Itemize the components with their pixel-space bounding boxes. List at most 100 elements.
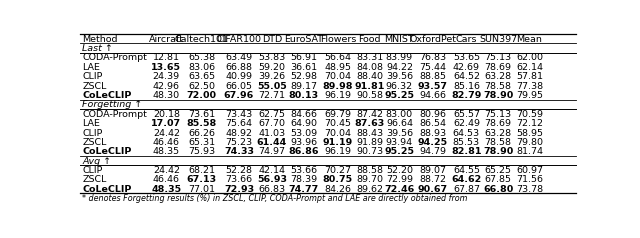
Text: 75.13: 75.13 <box>484 54 512 62</box>
Text: 46.46: 46.46 <box>153 175 180 184</box>
Text: 88.40: 88.40 <box>356 72 383 81</box>
Text: 79.80: 79.80 <box>516 138 543 147</box>
Text: 48.92: 48.92 <box>225 129 252 138</box>
Text: 60.97: 60.97 <box>516 166 543 175</box>
Text: 70.27: 70.27 <box>324 166 351 175</box>
Text: 20.18: 20.18 <box>153 110 180 119</box>
Text: 65.38: 65.38 <box>188 54 215 62</box>
Text: 91.89: 91.89 <box>356 138 383 147</box>
Text: 64.62: 64.62 <box>451 175 481 184</box>
Text: 75.93: 75.93 <box>188 147 215 156</box>
Text: 90.58: 90.58 <box>356 91 383 100</box>
Text: DTD: DTD <box>262 35 282 44</box>
Text: 88.43: 88.43 <box>356 129 383 138</box>
Text: 42.96: 42.96 <box>153 82 180 91</box>
Text: 78.69: 78.69 <box>484 63 511 72</box>
Text: 67.96: 67.96 <box>224 91 254 100</box>
Text: 72.00: 72.00 <box>187 91 217 100</box>
Text: Method: Method <box>83 35 118 44</box>
Text: 67.70: 67.70 <box>259 119 285 128</box>
Text: 52.98: 52.98 <box>290 72 317 81</box>
Text: CLIP: CLIP <box>83 72 103 81</box>
Text: 48.35: 48.35 <box>151 185 181 194</box>
Text: 88.58: 88.58 <box>356 166 383 175</box>
Text: 75.23: 75.23 <box>225 138 253 147</box>
Text: 53.65: 53.65 <box>453 54 480 62</box>
Text: 88.93: 88.93 <box>419 129 447 138</box>
Text: 67.13: 67.13 <box>187 175 217 184</box>
Text: 84.26: 84.26 <box>324 185 351 194</box>
Text: 46.46: 46.46 <box>153 138 180 147</box>
Text: 67.87: 67.87 <box>453 185 480 194</box>
Text: 68.21: 68.21 <box>188 166 215 175</box>
Text: SUN397: SUN397 <box>479 35 517 44</box>
Text: 59.20: 59.20 <box>259 63 285 72</box>
Text: 40.99: 40.99 <box>225 72 252 81</box>
Text: 63.28: 63.28 <box>484 72 512 81</box>
Text: CoLeCLIP: CoLeCLIP <box>83 147 132 156</box>
Text: 93.57: 93.57 <box>418 82 448 91</box>
Text: 87.63: 87.63 <box>355 119 385 128</box>
Text: 53.09: 53.09 <box>290 129 317 138</box>
Text: 78.39: 78.39 <box>290 175 317 184</box>
Text: 84.08: 84.08 <box>356 63 383 72</box>
Text: 96.19: 96.19 <box>324 91 351 100</box>
Text: 12.81: 12.81 <box>153 54 180 62</box>
Text: 39.26: 39.26 <box>259 72 285 81</box>
Text: 91.19: 91.19 <box>323 138 353 147</box>
Text: Flowers: Flowers <box>320 35 356 44</box>
Text: 96.32: 96.32 <box>386 82 413 91</box>
Text: 48.35: 48.35 <box>153 147 180 156</box>
Text: 24.42: 24.42 <box>153 129 180 138</box>
Text: 89.70: 89.70 <box>356 175 383 184</box>
Text: 93.94: 93.94 <box>386 138 413 147</box>
Text: 36.61: 36.61 <box>290 63 317 72</box>
Text: 80.13: 80.13 <box>289 91 319 100</box>
Text: 89.07: 89.07 <box>419 166 447 175</box>
Text: 89.98: 89.98 <box>323 82 353 91</box>
Text: 85.53: 85.53 <box>453 138 480 147</box>
Text: 74.33: 74.33 <box>224 147 254 156</box>
Text: 63.65: 63.65 <box>188 72 215 81</box>
Text: 65.31: 65.31 <box>188 138 215 147</box>
Text: 77.38: 77.38 <box>516 82 543 91</box>
Text: 66.05: 66.05 <box>225 82 252 91</box>
Text: 87.42: 87.42 <box>356 110 383 119</box>
Text: 79.95: 79.95 <box>516 91 543 100</box>
Text: 74.77: 74.77 <box>289 185 319 194</box>
Text: 88.72: 88.72 <box>419 175 447 184</box>
Text: OxfordPet: OxfordPet <box>410 35 456 44</box>
Text: 65.57: 65.57 <box>453 110 480 119</box>
Text: 96.64: 96.64 <box>386 119 413 128</box>
Text: 69.79: 69.79 <box>324 110 351 119</box>
Text: ZSCL: ZSCL <box>83 82 107 91</box>
Text: 94.79: 94.79 <box>419 147 447 156</box>
Text: Forgetting ↑: Forgetting ↑ <box>83 100 143 109</box>
Text: CIFAR100: CIFAR100 <box>216 35 262 44</box>
Text: 74.97: 74.97 <box>259 147 285 156</box>
Text: 48.30: 48.30 <box>153 91 180 100</box>
Text: MNIST: MNIST <box>385 35 414 44</box>
Text: 89.62: 89.62 <box>356 185 383 194</box>
Text: 58.95: 58.95 <box>516 129 543 138</box>
Text: 86.86: 86.86 <box>289 147 319 156</box>
Text: 66.26: 66.26 <box>188 129 215 138</box>
Text: 94.66: 94.66 <box>419 91 447 100</box>
Text: Mean: Mean <box>516 35 542 44</box>
Text: 83.99: 83.99 <box>386 54 413 62</box>
Text: 65.25: 65.25 <box>484 166 511 175</box>
Text: 90.73: 90.73 <box>356 147 383 156</box>
Text: 75.64: 75.64 <box>225 119 252 128</box>
Text: 86.54: 86.54 <box>419 119 447 128</box>
Text: 63.28: 63.28 <box>484 129 512 138</box>
Text: 85.16: 85.16 <box>453 82 480 91</box>
Text: 90.67: 90.67 <box>418 185 448 194</box>
Text: 62.00: 62.00 <box>516 54 543 62</box>
Text: 66.88: 66.88 <box>225 63 252 72</box>
Text: Food: Food <box>358 35 381 44</box>
Text: 62.14: 62.14 <box>516 63 543 72</box>
Text: 83.31: 83.31 <box>356 54 383 62</box>
Text: 55.05: 55.05 <box>257 82 287 91</box>
Text: CLIP: CLIP <box>83 129 103 138</box>
Text: 62.75: 62.75 <box>259 110 285 119</box>
